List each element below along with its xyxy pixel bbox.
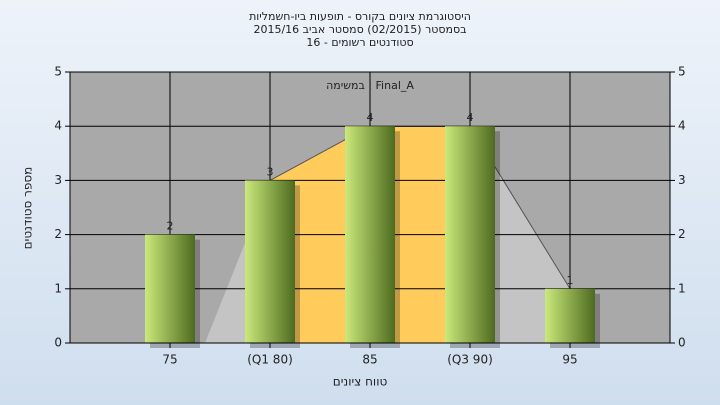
y-tick-label: 4 — [54, 119, 62, 133]
title-line: בסמסטר (02/2015) סמסטר אביב 2015/16 — [253, 23, 466, 36]
y-tick-label: 2 — [54, 227, 62, 241]
x-tick-label: (Q1 80) — [247, 353, 293, 367]
bar — [145, 234, 195, 343]
y-axis-label: מספר סטודנטים — [21, 167, 35, 250]
y-tick-label: 1 — [54, 281, 62, 295]
title-line: היסטוגרמת ציונים בקורס - תופעות ביו-חשמל… — [249, 10, 471, 23]
value-label: 4 — [367, 111, 374, 124]
bar — [445, 126, 495, 343]
bar — [245, 180, 295, 343]
y2-tick-label: 1 — [678, 281, 686, 295]
y2-tick-label: 2 — [678, 227, 686, 241]
y2-tick-label: 4 — [678, 119, 686, 133]
value-label: 1 — [567, 274, 574, 287]
x-tick-label: 75 — [162, 353, 177, 367]
y-tick-label: 0 — [54, 336, 62, 350]
value-label: 3 — [267, 165, 274, 178]
annotation: במשימה : Final_A — [326, 79, 414, 92]
bar — [545, 288, 595, 343]
value-label: 2 — [167, 220, 174, 233]
bar — [345, 126, 395, 343]
x-tick-label: 95 — [562, 353, 577, 367]
x-tick-label: (Q3 90) — [447, 353, 493, 367]
y2-tick-label: 3 — [678, 173, 686, 187]
y-tick-label: 3 — [54, 173, 62, 187]
plot-border — [69, 71, 671, 344]
x-axis-label: טווח ציונים — [333, 375, 388, 389]
y2-tick-label: 5 — [678, 65, 686, 79]
y-tick-label: 5 — [54, 65, 62, 79]
x-tick-label: 85 — [362, 353, 377, 367]
y2-tick-label: 0 — [678, 336, 686, 350]
value-label: 4 — [467, 111, 474, 124]
title-line: סטודנטים רשומים - 16 — [306, 36, 413, 49]
